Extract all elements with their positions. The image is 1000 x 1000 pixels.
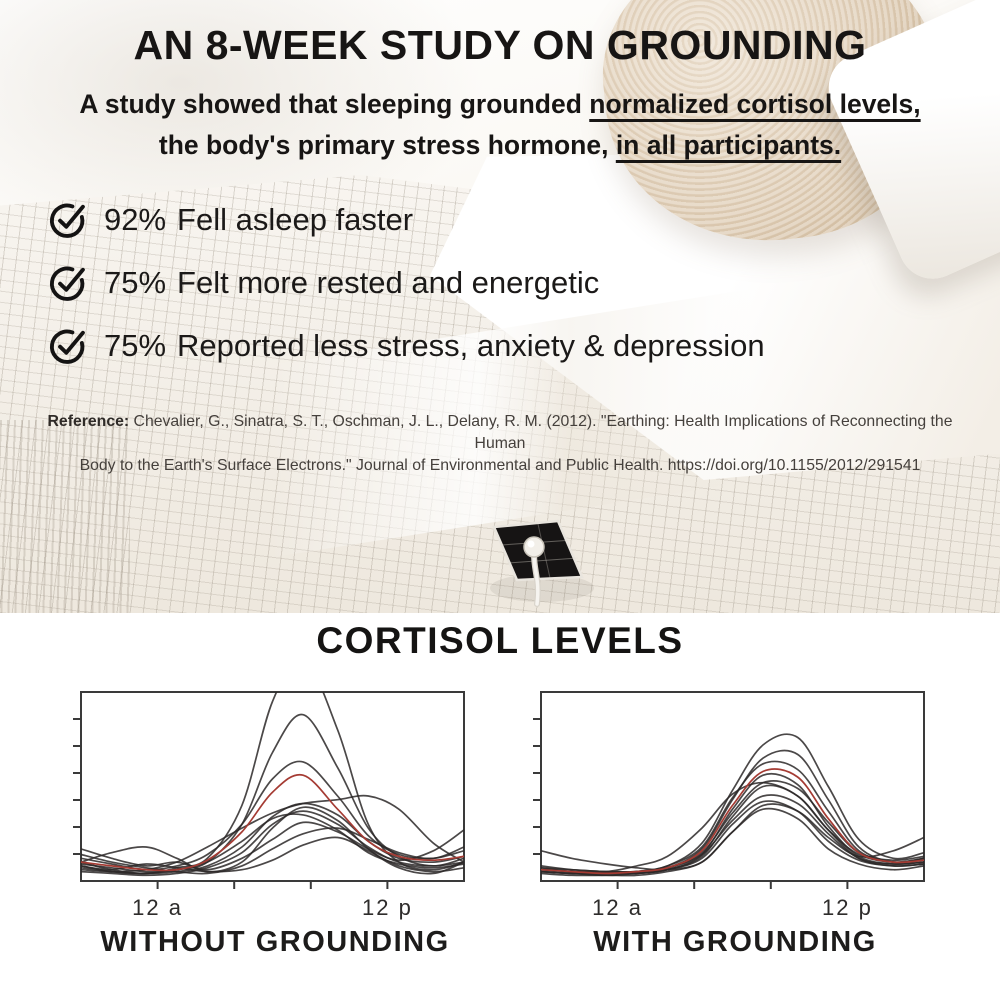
- check-circle-icon: [49, 203, 85, 238]
- subtitle-text: the body's primary stress hormone,: [158, 130, 616, 160]
- chart-caption-without-grounding: WITHOUT GROUNDING: [100, 926, 450, 958]
- list-item: 75% Felt more rested and energetic: [46, 260, 765, 306]
- chart-panel-without-grounding: 12 a 12 p: [60, 680, 490, 925]
- bullet-stat: 92%: [104, 202, 167, 237]
- list-item: 92% Fell asleep faster: [46, 197, 765, 243]
- list-item: 75% Reported less stress, anxiety & depre…: [46, 323, 765, 369]
- chart-caption-with-grounding: WITH GROUNDING: [593, 926, 877, 958]
- page-title: AN 8-WEEK STUDY ON GROUNDING: [133, 22, 867, 68]
- bullet-stat: 75%: [104, 265, 167, 300]
- charts-section-heading: CORTISOL LEVELS: [316, 620, 684, 661]
- reference-text: Chevalier, G., Sinatra, S. T., Oschman, …: [129, 413, 953, 452]
- subtitle-line-2: the body's primary stress hormone, in al…: [0, 125, 1000, 166]
- cortisol-chart-with-grounding: 12 a 12 p: [533, 691, 925, 920]
- x-axis-tick-label: 12 p: [822, 895, 873, 920]
- check-circle-icon: [49, 266, 85, 301]
- bullet-text: Reported less stress, anxiety & depressi…: [177, 328, 765, 363]
- subtitle-underlined-phrase: normalized cortisol levels,: [589, 89, 921, 119]
- hero-photo: AN 8-WEEK STUDY ON GROUNDING A study sho…: [0, 0, 1000, 613]
- snap-button: [523, 536, 545, 558]
- reference-citation: Reference: Chevalier, G., Sinatra, S. T.…: [20, 411, 980, 477]
- cortisol-chart-without-grounding: 12 a 12 p: [73, 691, 465, 920]
- bullet-text: Felt more rested and energetic: [177, 265, 600, 300]
- reference-line-2: Body to the Earth's Surface Electrons." …: [79, 457, 921, 474]
- reference-label: Reference:: [47, 413, 130, 430]
- check-circle-icon: [49, 329, 85, 364]
- grounding-connector-patch: [490, 519, 594, 607]
- reference-line-1: Reference: Chevalier, G., Sinatra, S. T.…: [20, 411, 980, 455]
- subtitle-line-1: A study showed that sleeping grounded no…: [0, 84, 1000, 125]
- chart-panel-with-grounding: 12 a 12 p: [520, 680, 950, 925]
- snap-highlight: [527, 540, 535, 548]
- bullet-stat: 75%: [104, 328, 167, 363]
- subtitle-underlined-phrase: in all participants.: [615, 130, 842, 160]
- subtitle: A study showed that sleeping grounded no…: [0, 84, 1000, 166]
- benefits-list: 92% Fell asleep faster 75% Felt more reste…: [46, 197, 765, 386]
- x-axis-tick-label: 12 p: [362, 895, 413, 920]
- bullet-text: Fell asleep faster: [177, 202, 414, 237]
- subtitle-text: A study showed that sleeping grounded: [79, 89, 590, 119]
- x-axis-tick-label: 12 a: [592, 895, 643, 920]
- x-axis-tick-label: 12 a: [132, 895, 183, 920]
- grounding-wire: [532, 552, 540, 606]
- connector-shadow: [490, 574, 594, 602]
